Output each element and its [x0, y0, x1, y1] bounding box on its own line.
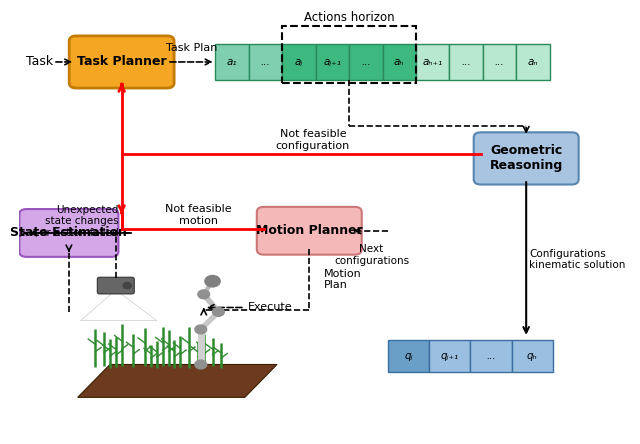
Bar [416, 44, 449, 80]
FancyBboxPatch shape [97, 277, 134, 294]
Bar [216, 44, 249, 80]
Bar [449, 44, 483, 80]
Circle shape [205, 275, 220, 287]
Text: Task Planner: Task Planner [77, 56, 166, 68]
FancyBboxPatch shape [257, 207, 362, 255]
Circle shape [212, 308, 224, 316]
Bar [249, 44, 282, 80]
Bar [470, 340, 511, 372]
Bar [383, 44, 416, 80]
Bar [349, 44, 383, 80]
Circle shape [198, 290, 209, 299]
Bar [516, 44, 550, 80]
Text: Motion Planner: Motion Planner [256, 224, 363, 237]
Text: aₕ: aₕ [394, 57, 404, 67]
Text: Task: Task [26, 56, 53, 68]
Text: ...: ... [486, 351, 496, 361]
Text: ...: ... [461, 57, 471, 67]
Text: aⱼ₊₁: aⱼ₊₁ [323, 57, 341, 67]
Bar [511, 340, 552, 372]
Text: Not feasible
motion: Not feasible motion [165, 204, 232, 226]
Bar [483, 44, 516, 80]
Text: aⱼ: aⱼ [295, 57, 303, 67]
Text: Next
configurations: Next configurations [334, 244, 409, 266]
Text: aₕ₊₁: aₕ₊₁ [422, 57, 443, 67]
Circle shape [195, 325, 207, 334]
Text: ...: ... [361, 57, 371, 67]
Bar [282, 27, 416, 83]
Circle shape [123, 282, 131, 289]
Text: ...: ... [260, 57, 271, 67]
Text: qⱼ₊₁: qⱼ₊₁ [441, 351, 459, 361]
Text: a₁: a₁ [227, 57, 237, 67]
Polygon shape [77, 365, 277, 397]
Text: Configurations
kinematic solution: Configurations kinematic solution [529, 249, 625, 270]
Text: Motion
Plan: Motion Plan [324, 269, 362, 290]
Text: Task Plan: Task Plan [166, 43, 217, 53]
Text: Not feasible
configuration: Not feasible configuration [276, 129, 350, 151]
Text: qⱼ: qⱼ [404, 351, 413, 361]
Text: aₙ: aₙ [527, 57, 538, 67]
Bar [429, 340, 470, 372]
Text: Execute: Execute [248, 302, 292, 313]
Text: ...: ... [495, 57, 504, 67]
Bar [316, 44, 349, 80]
Text: Actions horizon: Actions horizon [304, 11, 394, 24]
Bar [282, 44, 316, 80]
Text: Geometric
Reasoning: Geometric Reasoning [490, 144, 563, 172]
FancyBboxPatch shape [19, 209, 118, 257]
Text: State Estimation: State Estimation [10, 226, 127, 239]
FancyBboxPatch shape [474, 132, 579, 185]
Bar [388, 340, 429, 372]
Polygon shape [81, 290, 157, 321]
Text: qₕ: qₕ [527, 351, 538, 361]
Text: Unexpected
state changes
or action failed: Unexpected state changes or action faile… [40, 205, 119, 238]
Circle shape [195, 360, 207, 369]
FancyBboxPatch shape [69, 36, 174, 88]
